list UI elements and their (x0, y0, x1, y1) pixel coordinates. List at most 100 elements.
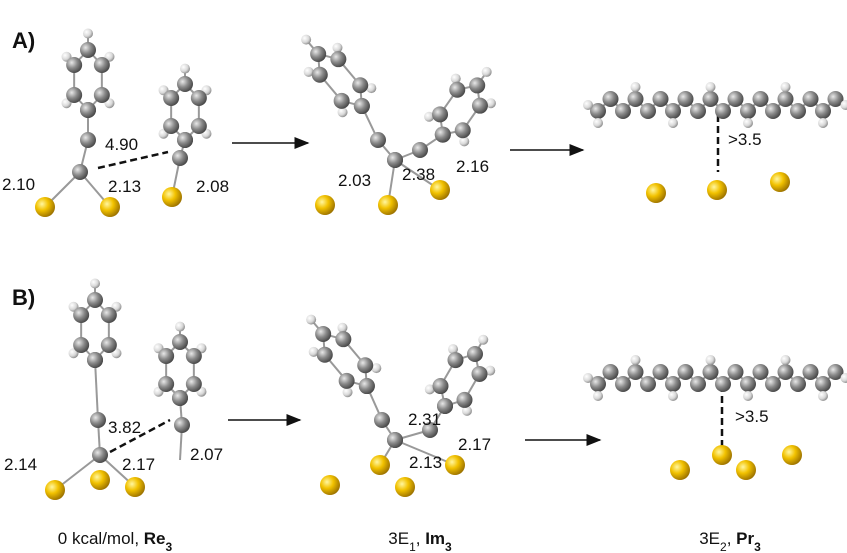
carbon-atom (66, 57, 82, 73)
carbon-atom (665, 376, 681, 392)
hydrogen-atom (706, 82, 716, 92)
carbon-atom (640, 376, 656, 392)
carbon-atom (359, 378, 375, 394)
distance-label: 2.31 (408, 410, 441, 429)
gold-atom (670, 460, 690, 480)
carbon-atom (186, 376, 202, 392)
carbon-atom (158, 376, 174, 392)
carbon-atom (678, 364, 694, 380)
carbon-atom (728, 91, 744, 107)
carbon-atom (628, 364, 644, 380)
carbon-atom (432, 106, 448, 122)
distance-label: >3.5 (728, 130, 762, 149)
carbon-atom (678, 91, 694, 107)
hydrogen-atom (180, 64, 190, 74)
carbon-atom (715, 103, 731, 119)
gold-atom (45, 480, 65, 500)
carbon-atom (615, 103, 631, 119)
distance-label: 2.16 (456, 157, 489, 176)
carbon-atom (603, 91, 619, 107)
gold-atom (125, 477, 145, 497)
carbon-atom (330, 51, 346, 67)
gold-atom (100, 197, 120, 217)
carbon-atom (815, 376, 831, 392)
carbon-atom (317, 347, 333, 363)
hydrogen-atom (668, 118, 678, 128)
carbon-atom (412, 142, 428, 158)
distance-label: >3.5 (735, 407, 769, 426)
carbon-atom (310, 46, 326, 62)
gold-atom (35, 197, 55, 217)
carbon-atom (753, 364, 769, 380)
hydrogen-atom (743, 118, 753, 128)
carbon-atom (715, 376, 731, 392)
carbon-atom (765, 376, 781, 392)
hydrogen-atom (743, 391, 753, 401)
hydrogen-atom (781, 355, 791, 365)
distance-label: 4.90 (105, 135, 138, 154)
hydrogen-atom (668, 391, 678, 401)
distance-line (98, 152, 168, 168)
distance-label: 2.13 (108, 177, 141, 196)
figure: A)4.902.102.132.082.032.382.16>3.5B)3.82… (0, 0, 847, 553)
carbon-atom (740, 103, 756, 119)
carbon-atom (433, 378, 449, 394)
distance-label: 2.38 (402, 165, 435, 184)
caption-part: 3E (699, 529, 720, 548)
hydrogen-atom (631, 82, 641, 92)
distance-label: 2.17 (458, 435, 491, 454)
carbon-atom (172, 150, 188, 166)
distance-label: 2.03 (338, 171, 371, 190)
carbon-atom (435, 127, 451, 143)
carbon-atom (653, 364, 669, 380)
carbon-atom (387, 432, 403, 448)
carbon-atom (690, 103, 706, 119)
carbon-atom (73, 337, 89, 353)
hydrogen-atom (593, 118, 603, 128)
hydrogen-atom (583, 373, 593, 383)
distance-label: 2.08 (196, 177, 229, 196)
carbon-atom (387, 152, 403, 168)
carbon-atom (740, 376, 756, 392)
caption-part: 3 (166, 540, 173, 553)
hydrogen-atom (706, 355, 716, 365)
carbon-atom (72, 164, 88, 180)
caption-part: 0 kcal/mol, (58, 529, 144, 548)
hydrogen-atom (478, 335, 488, 345)
carbon-atom (312, 67, 328, 83)
carbon-atom (603, 364, 619, 380)
carbon-atom (790, 376, 806, 392)
caption-part: 3 (445, 540, 452, 553)
hydrogen-atom (306, 315, 316, 325)
caption-part: , (416, 529, 425, 548)
gold-atom (320, 475, 340, 495)
carbon-atom (703, 364, 719, 380)
carbon-atom (335, 331, 351, 347)
hydrogen-atom (781, 82, 791, 92)
carbon-atom (315, 326, 331, 342)
hydrogen-atom (482, 67, 492, 77)
gold-atom (646, 183, 666, 203)
carbon-atom (177, 132, 193, 148)
carbon-atom (163, 118, 179, 134)
caption-part: Pr (736, 529, 754, 548)
gold-atom (90, 470, 110, 490)
carbon-atom (66, 87, 82, 103)
carbon-atom (778, 91, 794, 107)
carbon-atom (765, 103, 781, 119)
gold-atom (712, 445, 732, 465)
hydrogen-atom (818, 118, 828, 128)
gold-atom (445, 455, 465, 475)
carbon-atom (174, 417, 190, 433)
carbon-atom (790, 103, 806, 119)
gold-atom (315, 195, 335, 215)
carbon-atom (615, 376, 631, 392)
carbon-atom (370, 132, 386, 148)
carbon-atom (158, 348, 174, 364)
carbon-atom (815, 103, 831, 119)
hydrogen-atom (175, 322, 185, 332)
carbon-atom (94, 87, 110, 103)
carbon-atom (80, 42, 96, 58)
bond (95, 360, 98, 420)
hydrogen-atom (593, 391, 603, 401)
